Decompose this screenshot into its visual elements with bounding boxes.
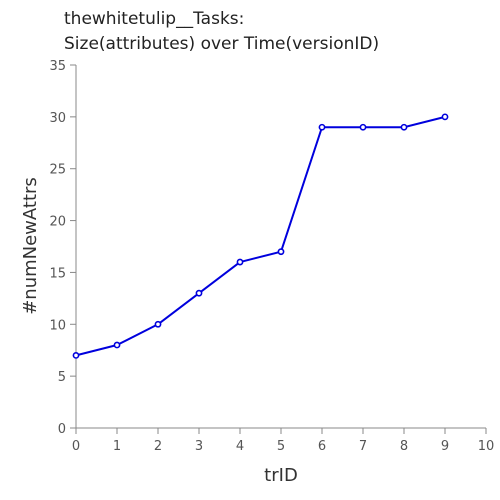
x-tick-label: 2 <box>154 439 162 454</box>
y-tick-label: 10 <box>49 318 66 333</box>
data-point <box>318 123 326 131</box>
x-tick-label: 4 <box>236 439 244 454</box>
chart-title-line-1: thewhitetulip__Tasks: <box>64 9 244 29</box>
axes <box>75 65 486 429</box>
data-point <box>236 258 244 266</box>
series-line <box>75 115 446 357</box>
data-point <box>277 248 285 256</box>
data-point <box>400 123 408 131</box>
y-tick-label: 20 <box>49 215 66 230</box>
chart-title-line-2: Size(attributes) over Time(versionID) <box>64 34 379 54</box>
y-tick-label: 30 <box>49 111 66 126</box>
x-tick-label: 7 <box>359 439 367 454</box>
x-tick-label: 6 <box>318 439 326 454</box>
x-tick-label: 0 <box>72 439 80 454</box>
data-point <box>359 123 367 131</box>
y-tick-label: 25 <box>49 163 66 178</box>
x-tick-label: 10 <box>478 439 495 454</box>
y-tick-label: 15 <box>49 266 66 281</box>
series <box>72 113 449 359</box>
x-tick-label: 1 <box>113 439 121 454</box>
data-point <box>154 320 162 328</box>
x-tick-label: 9 <box>441 439 449 454</box>
data-point <box>195 289 203 297</box>
data-point <box>441 113 449 121</box>
ticks: 0 1 2 3 4 5 6 7 8 9 10 0 5 10 15 20 25 30 35 <box>49 59 494 454</box>
x-tick-label: 5 <box>277 439 285 454</box>
data-point <box>113 341 121 349</box>
x-tick-label: 3 <box>195 439 203 454</box>
y-tick-label: 0 <box>58 422 66 437</box>
data-point <box>72 351 80 359</box>
x-tick-label: 8 <box>400 439 408 454</box>
y-tick-label: 35 <box>49 59 66 74</box>
y-axis-label: #numNewAttrs <box>20 177 41 315</box>
y-tick-label: 5 <box>58 370 66 385</box>
x-axis-label: trID <box>264 465 298 486</box>
